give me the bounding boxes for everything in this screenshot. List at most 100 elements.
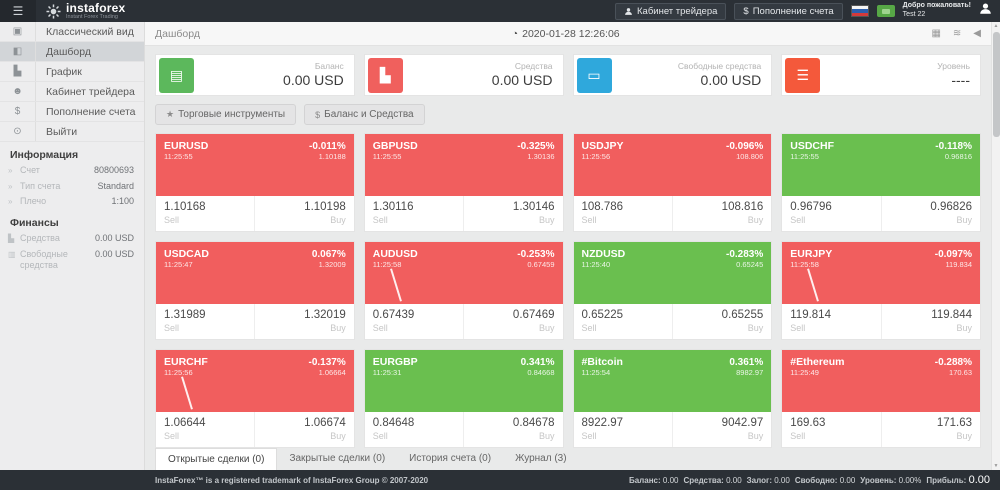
chevron-icon: »	[8, 181, 13, 191]
footer: InstaForex™ is a registered trademark of…	[0, 470, 1000, 490]
deals-tab[interactable]: История счета (0)	[409, 453, 492, 464]
tile-last-price: 0.65245	[736, 260, 764, 269]
instrument-tile[interactable]: EURUSD -0.011% 11:25:55 1.10188 1.10168 …	[155, 133, 355, 232]
footer-stat: Прибыль: 0.00	[926, 474, 990, 486]
instrument-tile[interactable]: NZDUSD -0.283% 11:25:40 0.65245 0.65225 …	[572, 241, 773, 340]
user-avatar[interactable]	[979, 2, 992, 20]
deals-tab[interactable]: Журнал (3)	[515, 453, 567, 464]
trader-cabinet-button[interactable]: Кабинет трейдера	[615, 2, 727, 20]
stat-icon: ☰	[785, 57, 821, 93]
stat-label: Баланс	[314, 60, 344, 71]
sell-cell[interactable]: 1.31989 Sell	[156, 304, 256, 339]
sell-cell[interactable]: 108.786 Sell	[574, 196, 673, 231]
rss-icon[interactable]: ≋	[952, 28, 962, 39]
buy-cell[interactable]: 0.84678 Buy	[464, 412, 562, 447]
buy-label: Buy	[956, 214, 972, 225]
sell-price: 1.31989	[164, 309, 206, 321]
instrument-tile[interactable]: EURCHF -0.137% 11:25:56 1.06664 1.06644 …	[155, 349, 355, 448]
deals-tab[interactable]: Открытые сделки (0)	[155, 448, 278, 471]
tile-change-percent: -0.137%	[308, 357, 346, 368]
footer-stat-value: 0.00	[662, 475, 679, 485]
sidebar-menu-item[interactable]: ⊙ Выйти	[0, 122, 144, 142]
sidebar-menu-item[interactable]: ▣ Классический вид	[0, 22, 144, 42]
buy-cell[interactable]: 0.65255 Buy	[673, 304, 771, 339]
tile-last-price: 8982.97	[736, 368, 764, 377]
buy-cell[interactable]: 0.96826 Buy	[882, 196, 980, 231]
instrument-tile[interactable]: USDCAD 0.067% 11:25:47 1.32009 1.31989 S…	[155, 241, 355, 340]
sell-cell[interactable]: 0.67439 Sell	[365, 304, 465, 339]
vertical-scrollbar[interactable]: ▲ ▼	[991, 22, 1000, 470]
sell-price: 169.63	[790, 417, 826, 429]
buy-price: 171.63	[936, 417, 972, 429]
buy-cell[interactable]: 1.06674 Buy	[255, 412, 353, 447]
buy-cell[interactable]: 1.10198 Buy	[255, 196, 353, 231]
instrument-tile[interactable]: USDCHF -0.118% 11:25:55 0.96816 0.96796 …	[781, 133, 981, 232]
buy-price: 9042.97	[721, 417, 764, 429]
buy-cell[interactable]: 108.816 Buy	[673, 196, 771, 231]
sell-cell[interactable]: 0.96796 Sell	[782, 196, 882, 231]
sell-cell[interactable]: 1.30116 Sell	[365, 196, 465, 231]
scrollbar-thumb[interactable]	[993, 32, 1000, 137]
buy-label: Buy	[747, 214, 764, 225]
sell-cell[interactable]: 0.84648 Sell	[365, 412, 465, 447]
instrument-tile[interactable]: #Ethereum -0.288% 11:25:49 170.63 169.63…	[781, 349, 981, 448]
sell-cell[interactable]: 119.814 Sell	[782, 304, 882, 339]
dollar-icon: $	[315, 109, 321, 120]
tile-symbol: EURCHF	[164, 356, 208, 368]
calendar-icon[interactable]: ▦	[931, 28, 941, 39]
language-flag-russian[interactable]	[850, 5, 869, 17]
sparkline	[807, 268, 820, 302]
buy-cell[interactable]: 0.67469 Buy	[464, 304, 562, 339]
footer-stat-value: 0.00%	[898, 475, 922, 485]
menu-item-label: Дашборд	[46, 45, 91, 58]
tile-symbol: EURJPY	[790, 248, 833, 260]
sidebar-menu-item[interactable]: $ Пополнение счета	[0, 102, 144, 122]
sidebar-menu-item[interactable]: ◧ Дашборд	[0, 42, 144, 62]
sell-cell[interactable]: 0.65225 Sell	[574, 304, 673, 339]
sell-cell[interactable]: 8922.97 Sell	[574, 412, 673, 447]
deposit-button[interactable]: $ Пополнение счета	[734, 2, 843, 20]
instrument-tile[interactable]: EURJPY -0.097% 11:25:58 119.834 119.814 …	[781, 241, 981, 340]
star-icon: ★	[166, 109, 175, 119]
buy-cell[interactable]: 1.30146 Buy	[464, 196, 562, 231]
tile-last-price: 1.10188	[318, 152, 346, 161]
sell-cell[interactable]: 1.06644 Sell	[156, 412, 256, 447]
menu-item-icon: ⊙	[0, 122, 36, 141]
sell-label: Sell	[790, 214, 806, 225]
buy-price: 0.96826	[930, 201, 972, 213]
sell-price: 0.84648	[372, 417, 415, 429]
scroll-up-icon[interactable]: ▲	[993, 23, 999, 29]
footer-stat-label: Уровень:	[860, 475, 897, 485]
instrument-tile[interactable]: #Bitcoin 0.361% 11:25:54 8982.97 8922.97…	[572, 349, 773, 448]
megaphone-icon[interactable]: ◀	[973, 28, 981, 39]
buy-price: 0.67469	[512, 309, 555, 321]
hamburger-menu-button[interactable]: ☰	[0, 0, 36, 22]
deals-tab[interactable]: Закрытые сделки (0)	[289, 453, 386, 464]
sell-cell[interactable]: 169.63 Sell	[782, 412, 882, 447]
balance-funds-button[interactable]: $ Баланс и Средства	[304, 104, 425, 125]
buy-cell[interactable]: 119.844 Buy	[882, 304, 980, 339]
buy-cell[interactable]: 9042.97 Buy	[673, 412, 771, 447]
hamburger-icon: ☰	[12, 4, 24, 18]
trading-instruments-button[interactable]: ★ Торговые инструменты	[155, 104, 297, 125]
sidebar-menu-item[interactable]: ▙ График	[0, 62, 144, 82]
instrument-tile[interactable]: EURGBP 0.341% 11:25:31 0.84668 0.84648 S…	[363, 349, 564, 448]
buy-cell[interactable]: 171.63 Buy	[882, 412, 980, 447]
chevron-icon: »	[8, 197, 13, 207]
sell-cell[interactable]: 1.10168 Sell	[156, 196, 256, 231]
sidebar-menu-item[interactable]: ☻ Кабинет трейдера	[0, 82, 144, 102]
main-layout: ▣ Классический вид ◧ Дашборд ▙ График ☻ …	[0, 22, 1000, 471]
tile-last-price: 170.63	[949, 368, 972, 377]
menu-item-label: Выйти	[46, 125, 78, 138]
instrument-tile[interactable]: GBPUSD -0.325% 11:25:55 1.30136 1.30116 …	[363, 133, 564, 232]
instrument-tile[interactable]: AUDUSD -0.253% 11:25:58 0.67459 0.67439 …	[363, 241, 564, 340]
support-chat-icon[interactable]	[876, 5, 895, 17]
instrument-tile[interactable]: USDJPY -0.096% 11:25:56 108.806 108.786 …	[572, 133, 773, 232]
instaforex-logo[interactable]: instaforex Instant Forex Trading	[36, 0, 135, 22]
buy-cell[interactable]: 1.32019 Buy	[255, 304, 353, 339]
tile-time: 11:25:31	[372, 368, 402, 377]
stat-card: ▤ Баланс 0.00 USD	[155, 54, 355, 96]
tile-symbol: #Bitcoin	[581, 356, 623, 368]
scroll-down-icon[interactable]: ▼	[993, 463, 999, 469]
tile-change-percent: -0.283%	[726, 249, 764, 260]
